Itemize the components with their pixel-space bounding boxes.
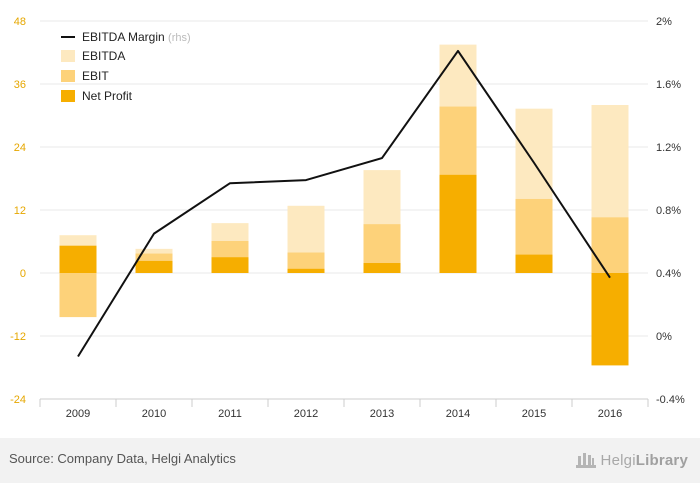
bars	[59, 44, 629, 366]
left-tick-label: 0	[20, 268, 26, 280]
left-tick-label: -12	[10, 331, 26, 343]
footer: Source: Company Data, Helgi Analytics He…	[0, 438, 700, 483]
bar-ebit-2012[interactable]	[287, 252, 325, 273]
right-tick-label: 0.4%	[656, 268, 681, 280]
right-tick-label: 0%	[656, 331, 672, 343]
x-axis: 2009 2010 2011 2012 2013 2014 2015 2016	[39, 398, 649, 420]
right-axis: 2% 1.6% 1.2% 0.8% 0.4% 0% -0.4%	[656, 16, 685, 406]
bar-ebit-2009[interactable]	[59, 273, 97, 318]
bar-net-profit-2013[interactable]	[363, 263, 401, 273]
right-tick-label: 1.6%	[656, 79, 681, 91]
x-tick-label: 2009	[66, 408, 90, 420]
legend-label[interactable]: Net Profit	[82, 89, 133, 103]
library-icon	[575, 453, 596, 468]
x-tick-label: 2015	[522, 408, 546, 420]
x-tick-label: 2016	[598, 408, 622, 420]
right-tick-label: 2%	[656, 16, 672, 28]
legend-swatch	[61, 70, 75, 82]
right-tick-label: 1.2%	[656, 142, 681, 154]
chart: 48 36 24 12 0 -12 -24 2% 1.6% 1.2% 0.8% 0.4% 0% -0.4…	[10, 16, 685, 420]
legend-label[interactable]: EBITDA	[82, 49, 125, 63]
x-tick-label: 2014	[446, 408, 470, 420]
bar-net-profit-2016[interactable]	[591, 273, 629, 366]
bar-ebit-2016[interactable]	[591, 217, 629, 273]
brand-name-light: Helgi	[600, 451, 636, 469]
brand-name: HelgiLibrary	[601, 452, 688, 469]
legend-swatch	[61, 90, 75, 102]
x-tick-label: 2011	[218, 408, 242, 420]
bar-net-profit-2010[interactable]	[135, 260, 173, 273]
left-axis: 48 36 24 12 0 -12 -24	[10, 16, 26, 406]
legend-swatch	[61, 50, 75, 62]
brand-logo[interactable]: HelgiLibrary	[575, 449, 688, 471]
bar-net-profit-2015[interactable]	[515, 254, 553, 273]
x-tick-label: 2012	[294, 408, 318, 420]
gridlines	[40, 20, 648, 400]
bar-net-profit-2014[interactable]	[439, 174, 477, 273]
left-tick-label: 36	[14, 79, 26, 91]
legend-label[interactable]: EBIT	[82, 69, 109, 83]
bar-net-profit-2009[interactable]	[59, 245, 97, 273]
legend-label-ebitda-margin[interactable]: EBITDA Margin (rhs)	[82, 30, 191, 44]
bar-net-profit-2012[interactable]	[287, 268, 325, 273]
brand-name-bold: Library	[635, 451, 688, 469]
legend-rhs-suffix: (rhs)	[168, 32, 191, 44]
left-tick-label: 24	[14, 142, 26, 154]
legend[interactable]: EBITDA Margin (rhs) EBITDA EBIT Net Profit	[61, 30, 191, 103]
margin-line	[77, 49, 611, 358]
left-tick-label: 48	[14, 16, 26, 28]
line-ebitda-margin[interactable]	[77, 49, 611, 358]
left-tick-label: -24	[10, 394, 26, 406]
left-tick-label: 12	[14, 205, 26, 217]
bar-net-profit-2011[interactable]	[211, 257, 249, 273]
x-tick-label: 2013	[370, 408, 394, 420]
right-tick-label: 0.8%	[656, 205, 681, 217]
right-tick-label: -0.4%	[656, 394, 685, 406]
source-note: Source: Company Data, Helgi Analytics	[9, 451, 236, 466]
x-tick-label: 2010	[142, 408, 166, 420]
